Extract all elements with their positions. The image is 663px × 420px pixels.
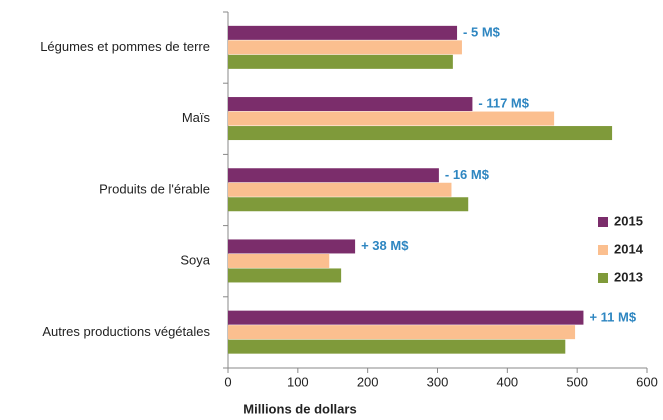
legend-label: 2013 — [614, 269, 643, 284]
y-tick-label: Maïs — [182, 110, 211, 125]
bar — [228, 197, 469, 212]
legend-swatch — [598, 245, 608, 255]
bar — [228, 40, 462, 55]
y-tick-label: Légumes et pommes de terre — [40, 39, 210, 54]
x-tick-label: 400 — [496, 374, 518, 389]
annotation: + 11 M$ — [589, 309, 636, 324]
bar — [228, 239, 356, 254]
bar — [228, 325, 576, 340]
legend-swatch — [598, 217, 608, 227]
y-tick-label: Autres productions végétales — [42, 324, 210, 339]
bar — [228, 182, 452, 197]
bar — [228, 97, 473, 112]
x-tick-label: 500 — [566, 374, 588, 389]
bar — [228, 339, 566, 354]
bar — [228, 111, 555, 126]
bar — [228, 126, 613, 141]
x-tick-label: 0 — [224, 374, 231, 389]
annotation: - 5 M$ — [463, 25, 501, 40]
legend-swatch — [598, 273, 608, 283]
annotation: + 38 M$ — [361, 238, 409, 253]
x-tick-label: 100 — [287, 374, 309, 389]
bar — [228, 253, 330, 268]
x-tick-label: 300 — [427, 374, 449, 389]
x-tick-label: 200 — [357, 374, 379, 389]
legend-label: 2014 — [614, 241, 644, 256]
annotation: - 117 M$ — [478, 96, 529, 111]
y-tick-label: Produits de l'érable — [99, 181, 210, 196]
bar — [228, 268, 342, 283]
x-tick-label: 600 — [636, 374, 658, 389]
y-tick-label: Soya — [180, 253, 210, 268]
bar — [228, 310, 584, 325]
legend-label: 2015 — [614, 213, 643, 228]
bar — [228, 25, 458, 40]
bar — [228, 54, 453, 69]
bar — [228, 168, 439, 183]
x-axis-title: Millions de dollars — [243, 401, 356, 416]
annotation: - 16 M$ — [445, 167, 490, 182]
